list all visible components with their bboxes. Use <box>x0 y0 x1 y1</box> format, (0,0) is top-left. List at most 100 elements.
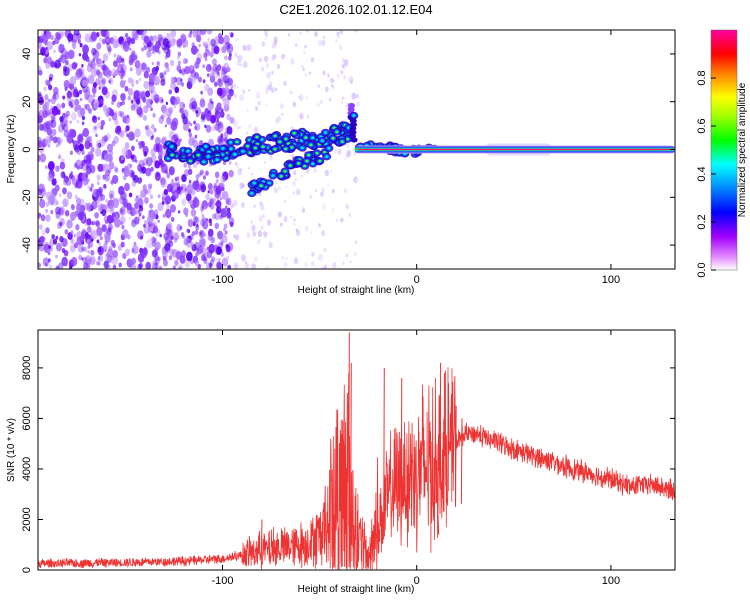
spectrogram-noise-blob <box>141 62 147 71</box>
spectrogram-noise-blob <box>226 43 234 54</box>
spectrogram-track-core <box>271 174 275 177</box>
spectrogram-noise-blob <box>232 234 236 239</box>
spectrogram-noise-blob <box>179 255 186 264</box>
spectrogram-noise-blob <box>158 265 163 269</box>
spectrogram-noise-blob <box>55 206 61 215</box>
spectrogram-noise-blob <box>76 203 83 213</box>
spectrogram-noise-blob <box>162 259 168 267</box>
spectrogram-noise-blob <box>118 185 125 196</box>
spectrogram-noise-blob <box>184 188 187 192</box>
spectrogram-noise-blob <box>108 245 113 252</box>
spectrogram-noise-blob <box>81 121 85 126</box>
spectrogram-noise-blob <box>65 114 69 119</box>
spectrogram-noise-blob <box>103 163 109 172</box>
spectrogram-noise-blob <box>147 214 154 225</box>
spectrogram-track-core <box>186 149 190 153</box>
spectrogram-noise-blob <box>257 100 261 106</box>
spectrogram-noise-blob <box>213 45 220 55</box>
spectrogram-noise-blob <box>212 58 217 66</box>
spectrogram-noise-blob <box>170 120 178 131</box>
snr-y-tick-label: 2000 <box>21 507 33 531</box>
spectrogram-noise-blob <box>173 237 178 243</box>
spectrogram-noise-blob <box>38 114 43 124</box>
spectrogram-noise-blob <box>44 94 49 100</box>
spectrogram-noise-blob <box>224 230 228 235</box>
spectrogram-noise-blob <box>198 229 205 238</box>
spectrogram-noise-blob <box>131 145 135 152</box>
spectrogram-noise-blob <box>285 257 288 260</box>
spectrogram-noise-blob <box>200 208 204 214</box>
spectrogram-noise-blob <box>317 39 323 47</box>
spectrogram-noise-blob <box>277 153 279 157</box>
spectrogram-noise-blob <box>161 200 165 205</box>
spectrogram-noise-blob <box>90 60 96 70</box>
spectrogram-y-tick-label: -20 <box>21 189 33 205</box>
spectrogram-noise-blob <box>176 38 183 48</box>
spectrogram-noise-blob <box>93 99 100 108</box>
spectrogram-noise-blob <box>304 262 308 268</box>
spectrogram-noise-blob <box>127 163 132 170</box>
spectrogram-noise-blob <box>301 206 306 213</box>
spectrogram-noise-blob <box>126 258 133 268</box>
spectrogram-noise-blob <box>50 105 54 109</box>
spectrogram-noise-blob <box>126 202 132 211</box>
spectrogram-noise-blob <box>96 226 103 237</box>
spectrogram-noise-blob <box>71 139 75 144</box>
spectrogram-noise-blob <box>61 256 68 267</box>
spectrogram-noise-blob <box>206 250 213 259</box>
spectrogram-noise-blob <box>84 232 89 239</box>
spectrogram-noise-blob <box>169 59 175 67</box>
spectrogram-noise-blob <box>174 86 180 94</box>
spectrogram-noise-blob <box>90 146 95 153</box>
spectrogram-noise-blob <box>109 107 112 111</box>
spectrogram-noise-blob <box>165 45 170 51</box>
spectrogram-noise-blob <box>43 243 50 253</box>
spectrogram-y-tick-label: 40 <box>21 48 33 60</box>
spectrogram-noise-blob <box>38 188 43 196</box>
spectrogram-noise-blob <box>349 260 352 264</box>
spectrogram-noise-blob <box>124 182 130 192</box>
spectrogram-noise-blob <box>93 221 97 226</box>
spectrogram-noise-blob <box>42 109 48 119</box>
spectrogram-noise-blob <box>91 47 97 56</box>
spectrogram-noise-blob <box>207 190 210 194</box>
spectrogram-noise-blob <box>271 42 277 49</box>
spectrogram-noise-blob <box>189 97 197 107</box>
spectrogram-noise-blob <box>118 67 121 72</box>
spectrogram-noise-blob <box>65 110 70 117</box>
spectrogram-noise-blob <box>186 228 189 233</box>
spectrogram-noise-blob <box>145 167 152 176</box>
spectrogram-noise-blob <box>45 135 52 145</box>
spectrogram-carrier-layer <box>354 143 675 156</box>
spectrogram-noise-blob <box>56 32 62 40</box>
spectrogram-noise-blob <box>100 30 107 37</box>
spectrogram-noise-blob <box>60 173 64 179</box>
spectrogram-noise-blob <box>259 201 263 206</box>
spectrogram-noise-blob <box>56 136 61 144</box>
spectrogram-noise-blob <box>39 199 46 209</box>
spectrogram-noise-blob <box>314 31 318 36</box>
spectrogram-noise-blob <box>87 135 93 143</box>
spectrogram-noise-blob <box>192 180 199 191</box>
spectrogram-noise-blob <box>162 109 168 118</box>
spectrogram-noise-blob <box>123 205 126 209</box>
spectrogram-track-core <box>346 137 350 141</box>
spectrogram-noise-blob <box>239 94 244 102</box>
spectrogram-noise-blob <box>97 116 101 121</box>
spectrogram-noise-blob <box>303 50 306 56</box>
spectrogram-noise-blob <box>114 111 118 115</box>
spectrogram-noise-blob <box>202 41 207 47</box>
spectrogram-noise-blob <box>169 37 176 47</box>
spectrogram-noise-blob <box>326 71 330 76</box>
spectrogram-noise-blob <box>223 223 228 229</box>
spectrogram-track-core <box>170 145 174 148</box>
snr-x-tick-label: 0 <box>414 575 420 587</box>
spectrogram-noise-blob <box>112 264 117 269</box>
spectrogram-noise-blob <box>223 62 230 72</box>
spectrogram-noise-blob <box>135 79 139 85</box>
colorbar-tick-label: 0.0 <box>696 262 708 277</box>
spectrogram-noise-blob <box>233 119 238 127</box>
spectrogram-noise-blob <box>357 124 360 128</box>
spectrogram-noise-blob <box>135 67 142 76</box>
spectrogram-noise-blob <box>209 98 213 103</box>
